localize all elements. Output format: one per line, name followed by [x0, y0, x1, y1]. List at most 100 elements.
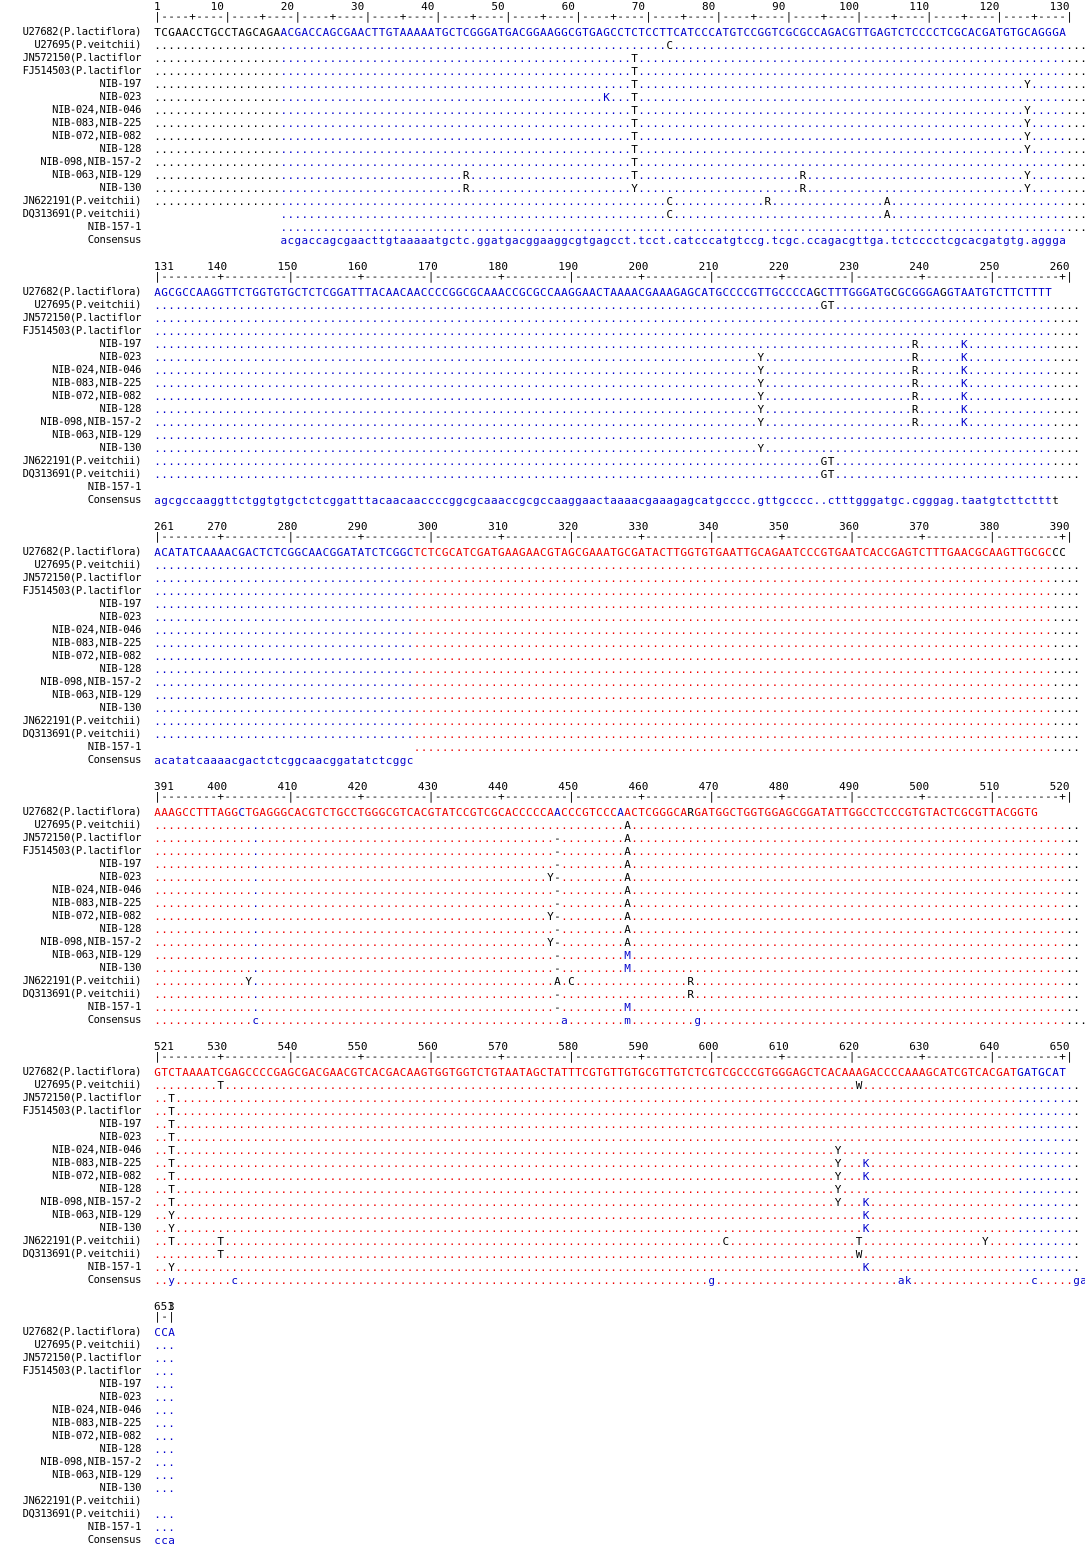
position-tick-label: 70: [631, 0, 646, 13]
sequence-name: U27695(P.veitchii): [34, 559, 141, 571]
sequence-name: Consensus: [87, 754, 142, 766]
sequence-residues: ..T.....................................…: [154, 1092, 1080, 1105]
sequence-residues: ........................................…: [154, 455, 1080, 468]
sequence-residues: ........................................…: [154, 663, 1080, 676]
sequence-name: U27695(P.veitchii): [34, 299, 141, 311]
position-tick-label: 30: [350, 0, 365, 13]
sequence-residues: ..Y.....................................…: [154, 1261, 1080, 1274]
variant-residue: -: [554, 910, 561, 923]
position-tick-label: 270: [207, 520, 228, 533]
sequence-residues: ........................................…: [154, 845, 1080, 858]
sequence-name: NIB-023: [99, 611, 142, 623]
sequence-name: NIB-024,NIB-046: [52, 104, 141, 116]
sequence-residues: ........................................…: [154, 91, 1085, 104]
position-tick-label: 410: [277, 780, 298, 793]
sequence-name: NIB-024,NIB-046: [52, 1404, 141, 1416]
position-tick-label: 400: [207, 780, 228, 793]
variant-residue: C: [666, 195, 673, 208]
sequence-residues: ........................................…: [154, 676, 1080, 689]
variant-residue: T: [631, 78, 638, 91]
variant-residue: Y: [1024, 169, 1031, 182]
ruler-line: |--------+---------|---------+---------|…: [154, 530, 1073, 543]
sequence-residues: TCGAACCTGCCTAGCAGAACGACCAGCGAACTTGTAAAAA…: [154, 26, 1066, 39]
sequence-name: NIB-197: [99, 1378, 142, 1390]
sequence-name: JN622191(P.veitchii): [22, 975, 142, 987]
sequence-name: NIB-063,NIB-129: [52, 429, 141, 441]
variant-residue: K: [862, 1261, 870, 1274]
sequence-name: NIB-197: [99, 858, 142, 870]
position-tick-label: 530: [207, 1040, 228, 1053]
variant-residue: K: [603, 91, 610, 104]
variant-residue: Y: [547, 910, 554, 923]
sequence-residues: ..T......T..............................…: [154, 1235, 1080, 1248]
sequence-name: NIB-128: [99, 1443, 142, 1455]
sequence-residues: ........................................…: [154, 871, 1080, 884]
position-tick-label: 510: [979, 780, 1000, 793]
sequence-residues: ........................................…: [154, 351, 1080, 364]
sequence-residues: ..T.....................................…: [154, 1183, 1080, 1196]
sequence-residues: ...: [154, 1482, 175, 1495]
sequence-name: DQ313691(P.veitchii): [22, 468, 142, 480]
sequence-residues: ........................................…: [154, 403, 1080, 416]
variant-residue: Y: [834, 1157, 842, 1170]
variant-residue: T: [168, 1131, 175, 1144]
position-tick-label: 300: [417, 520, 438, 533]
variant-residue: G: [820, 455, 828, 468]
sequence-name: NIB-098,NIB-157-2: [40, 936, 141, 948]
sequence-residues: [154, 1495, 175, 1508]
sequence-residues: ........................................…: [154, 637, 1080, 650]
position-tick-label: 630: [909, 1040, 930, 1053]
position-tick-label: 290: [347, 520, 368, 533]
variant-residue: -: [554, 936, 561, 949]
sequence-name: U27682(P.lactiflora): [22, 546, 142, 558]
sequence-name: DQ313691(P.veitchii): [22, 1248, 142, 1260]
position-tick-label: 150: [277, 260, 298, 273]
variant-residue: K: [960, 390, 968, 403]
position-tick-label: 210: [698, 260, 719, 273]
variant-residue: T: [168, 1196, 175, 1209]
sequence-name: JN572150(P.lactiflor: [22, 52, 142, 64]
variant-residue: C: [666, 208, 673, 221]
sequence-name: U27695(P.veitchii): [34, 819, 141, 831]
sequence-residues: ........................................…: [154, 884, 1080, 897]
sequence-residues: ..T.....................................…: [154, 1144, 1080, 1157]
sequence-name: NIB-128: [99, 1183, 142, 1195]
sequence-residues: ..T.....................................…: [154, 1105, 1080, 1118]
sequence-residues: ........................................…: [154, 962, 1080, 975]
sequence-residues: ACATATCAAAACGACTCTCGGCAACGGATATCTCGGCTCT…: [154, 546, 1066, 559]
variant-residue: -: [554, 884, 561, 897]
variant-residue: A: [624, 858, 631, 871]
sequence-name: FJ514503(P.lactiflor: [22, 325, 142, 337]
variant-residue: T: [168, 1183, 175, 1196]
position-tick-label: 520: [1049, 780, 1070, 793]
sequence-name: Consensus: [87, 494, 142, 506]
variant-residue: A: [624, 871, 631, 884]
variant-residue: T: [827, 299, 835, 312]
variant-residue: T: [855, 1235, 863, 1248]
sequence-name: NIB-023: [99, 871, 142, 883]
position-tick-label: 360: [839, 520, 859, 533]
variant-residue: T: [217, 1248, 224, 1261]
position-tick-label: 450: [558, 780, 579, 793]
sequence-residues: ........................................…: [154, 156, 1085, 169]
sequence-residues: AGCGCCAAGGTTCTGGTGTGCTCTCGGATTTACAACAACC…: [154, 286, 1052, 299]
variant-residue: Y: [757, 416, 765, 429]
sequence-residues: agcgccaaggttctggtgtgctctcggatttacaacaacc…: [154, 494, 1059, 507]
position-tick-label: 430: [417, 780, 438, 793]
position-tick-label: 650: [1049, 1040, 1070, 1053]
sequence-residues: ........................................…: [154, 39, 1085, 52]
variant-residue: R: [911, 377, 919, 390]
variant-residue: -: [554, 858, 561, 871]
sequence-residues: ........................................…: [154, 338, 1080, 351]
variant-residue: A: [883, 195, 891, 208]
variant-residue: Y: [834, 1196, 842, 1209]
sequence-residues: ...: [154, 1339, 175, 1352]
sequence-name: NIB-197: [99, 1118, 142, 1130]
variant-residue: K: [862, 1157, 870, 1170]
position-tick-label: 200: [628, 260, 649, 273]
sequence-residues: ........................................…: [280, 208, 1085, 221]
sequence-name: JN622191(P.veitchii): [22, 455, 142, 467]
position-tick-label: 280: [277, 520, 298, 533]
ruler-line: |--------+---------|---------+---------|…: [154, 270, 1073, 283]
